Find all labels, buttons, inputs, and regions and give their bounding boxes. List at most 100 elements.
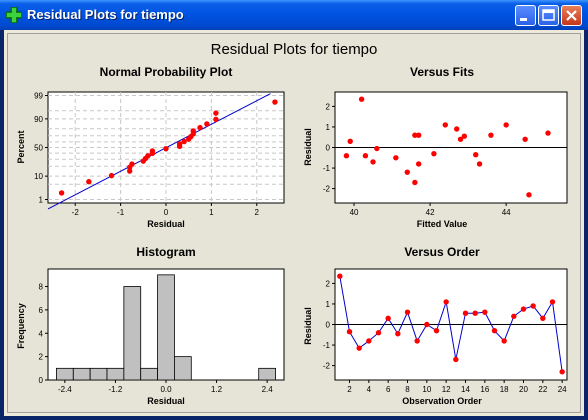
order-xtick-label: 14 [461, 385, 470, 394]
npp-xlabel: Residual [147, 219, 185, 229]
hist-ytick-label: 4 [39, 329, 44, 338]
close-button[interactable] [561, 5, 582, 26]
fits-point [358, 96, 365, 102]
fits-point [370, 159, 376, 165]
order-point [462, 310, 469, 316]
order-point [414, 338, 420, 344]
order-xtick-label: 8 [405, 385, 410, 394]
minimize-icon [520, 18, 527, 21]
npp-ylabel: Percent [16, 130, 26, 163]
order-xtick-label: 22 [538, 385, 547, 394]
fits-point [503, 122, 509, 128]
npp-fit-line [47, 93, 271, 210]
fits-point [526, 192, 532, 198]
graph-canvas: Residual Plots for tiempo Normal Probabi… [7, 33, 581, 413]
fits-point [461, 133, 468, 139]
fits-ytick-label: -1 [323, 164, 331, 173]
npp-ytick-label: 99 [34, 92, 43, 101]
hist-bar [56, 367, 74, 381]
close-icon [566, 10, 577, 21]
minimize-button[interactable] [515, 5, 536, 26]
fits-point [362, 153, 369, 159]
fits-ylabel: Residual [303, 128, 313, 166]
order-point [491, 327, 498, 334]
npp-point [149, 148, 156, 154]
hist-ytick-label: 2 [39, 353, 44, 362]
hist-ytick-label: 6 [39, 306, 44, 315]
fits-point [412, 132, 418, 138]
hist-xtick-label: -1.2 [109, 385, 123, 394]
npp-xtick-label: -1 [117, 208, 125, 217]
fits-point [415, 161, 422, 167]
order-point [395, 331, 401, 337]
npp-ytick-label: 1 [39, 195, 44, 204]
hist-title: Histogram [136, 245, 195, 259]
order-point [540, 315, 546, 322]
fits-point [442, 122, 448, 128]
order-xtick-label: 24 [558, 385, 567, 394]
order-point [346, 328, 353, 335]
order-point [453, 356, 459, 363]
npp-point [163, 145, 169, 152]
order-ylabel: Residual [303, 307, 313, 345]
client-area: Residual Plots for tiempo Normal Probabi… [4, 30, 584, 416]
npp-point [213, 110, 219, 116]
fits-ytick-label: -2 [323, 185, 331, 194]
order-point [337, 273, 343, 279]
fits-point [404, 169, 410, 175]
npp-title: Normal Probability Plot [100, 65, 233, 79]
npp-point [181, 138, 187, 145]
fits-point [473, 151, 479, 158]
order-ytick-label: 1 [326, 300, 331, 309]
fits-ytick-label: 1 [326, 123, 331, 132]
order-ytick-label: 0 [326, 321, 331, 330]
npp-point [272, 99, 278, 105]
hist-bar [174, 356, 192, 381]
order-point [559, 369, 565, 375]
fits-point [488, 132, 494, 138]
window-title: Residual Plots for tiempo [27, 7, 184, 22]
fits-point [374, 145, 380, 152]
order-point [443, 299, 449, 305]
order-xlabel: Observation Order [402, 396, 482, 406]
hist-ytick-label: 0 [39, 376, 44, 385]
order-point [482, 309, 488, 315]
npp-point [145, 153, 151, 159]
npp-point [176, 141, 183, 147]
fits-point [457, 136, 464, 142]
order-ytick-label: -1 [323, 341, 331, 350]
order-xtick-label: 6 [386, 385, 391, 394]
title-bar[interactable]: Residual Plots for tiempo [0, 0, 588, 30]
order-point [501, 338, 507, 344]
fits-point [412, 179, 418, 186]
hist-bar [140, 367, 158, 381]
hist-bar [123, 286, 142, 381]
order-xtick-label: 10 [422, 385, 431, 394]
fits-point [476, 161, 483, 167]
fits-point [522, 136, 528, 142]
npp-xtick-label: 1 [209, 208, 214, 217]
npp-ytick-label: 50 [34, 144, 43, 153]
hist-xtick-label: -2.4 [58, 385, 72, 394]
npp-point [126, 168, 133, 174]
fits-xtick-label: 44 [502, 208, 511, 217]
hist-bar [157, 274, 175, 381]
order-point [356, 345, 362, 351]
order-ytick-label: 2 [326, 279, 331, 288]
npp-ytick-label: 90 [34, 115, 43, 124]
npp-xtick-label: 0 [164, 208, 169, 217]
hist-xtick-label: 0.0 [160, 385, 172, 394]
hist-ylabel: Frequency [16, 303, 26, 349]
npp-point [129, 161, 135, 167]
fits-title: Versus Fits [410, 65, 474, 79]
order-ytick-label: -2 [323, 362, 331, 371]
residual-plots-figure: Residual Plots for tiempo Normal Probabi… [16, 41, 568, 406]
npp-point [86, 178, 92, 185]
order-point [549, 299, 556, 305]
fits-xtick-label: 40 [350, 208, 359, 217]
npp-point [108, 172, 115, 179]
npp-point [204, 121, 210, 127]
npp-point [190, 128, 196, 134]
hist-bar [72, 367, 91, 381]
maximize-button[interactable] [538, 5, 559, 26]
